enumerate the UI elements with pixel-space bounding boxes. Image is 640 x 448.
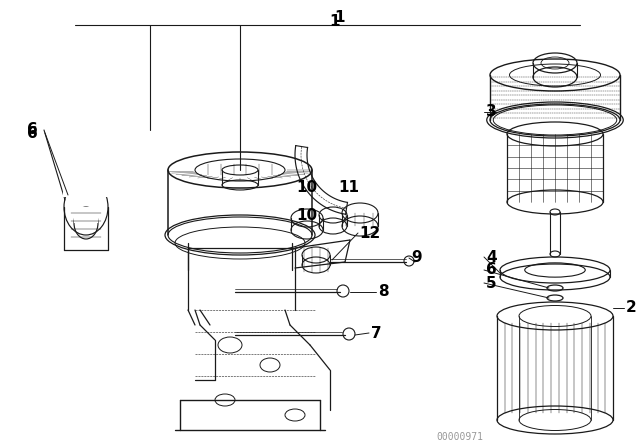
Text: 6: 6 <box>27 122 37 138</box>
Bar <box>74 207 98 223</box>
Text: 6: 6 <box>27 125 37 141</box>
Text: 10: 10 <box>296 181 317 195</box>
Text: 1: 1 <box>330 13 340 29</box>
Text: 3: 3 <box>486 104 497 120</box>
Bar <box>63 177 111 197</box>
Text: 8: 8 <box>378 284 388 300</box>
Text: 00000971: 00000971 <box>436 432 483 442</box>
Text: 4: 4 <box>486 250 497 264</box>
Text: 11: 11 <box>339 181 360 195</box>
Text: 2: 2 <box>626 301 637 315</box>
Text: 7: 7 <box>371 326 381 340</box>
Text: 6: 6 <box>486 263 497 277</box>
Text: 10: 10 <box>296 207 317 223</box>
Text: 12: 12 <box>359 225 380 241</box>
Text: 5: 5 <box>486 276 497 290</box>
Text: 9: 9 <box>411 250 422 266</box>
Text: 1: 1 <box>335 10 345 26</box>
